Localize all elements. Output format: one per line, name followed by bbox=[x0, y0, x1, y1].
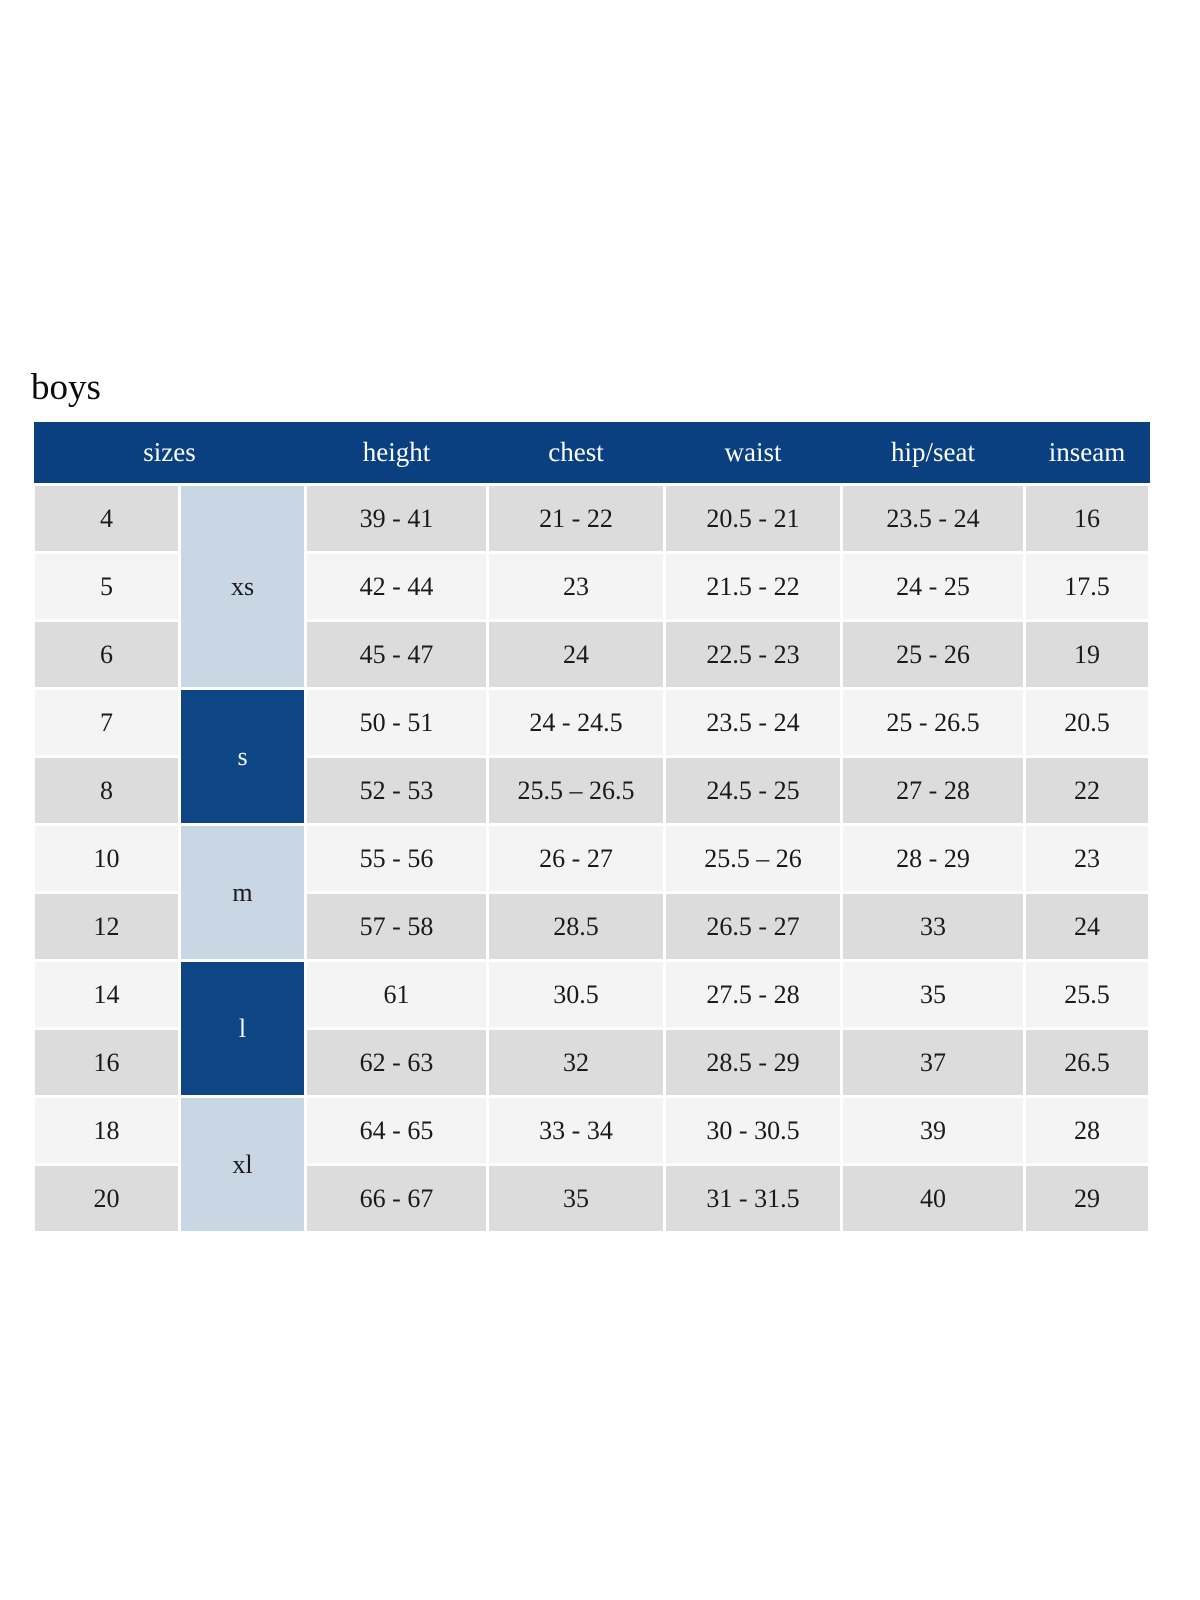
chest-cell: 25.5 – 26.5 bbox=[486, 755, 667, 826]
table-row-size-5: 5 42 - 44 23 21.5 - 22 24 - 25 17.5 bbox=[32, 551, 1152, 622]
size-group-cell-m: m bbox=[177, 823, 308, 962]
chest-cell: 28.5 bbox=[486, 891, 667, 962]
boys-size-chart: sizes height chest waist hip/seat inseam… bbox=[32, 422, 1152, 1234]
table-row-size-10: 10 m 55 - 56 26 - 27 25.5 – 26 28 - 29 2… bbox=[32, 823, 1152, 962]
height-cell: 66 - 67 bbox=[304, 1163, 490, 1234]
table-row-size-4: 4 xs 39 - 41 21 - 22 20.5 - 21 23.5 - 24… bbox=[32, 483, 1152, 690]
hip-seat-cell: 28 - 29 bbox=[840, 823, 1027, 894]
hip-seat-cell: 40 bbox=[840, 1163, 1027, 1234]
size-group-cell-xs: xs bbox=[177, 483, 308, 690]
size-group-cell-l: l bbox=[177, 959, 308, 1098]
inseam-cell: 19 bbox=[1023, 619, 1152, 690]
waist-cell: 25.5 – 26 bbox=[663, 823, 844, 894]
hip-seat-cell: 39 bbox=[840, 1095, 1027, 1166]
waist-cell: 26.5 - 27 bbox=[663, 891, 844, 962]
inseam-cell: 17.5 bbox=[1023, 551, 1152, 622]
inseam-cell: 29 bbox=[1023, 1163, 1152, 1234]
inseam-cell: 22 bbox=[1023, 755, 1152, 826]
waist-cell: 30 - 30.5 bbox=[663, 1095, 844, 1166]
size-number-cell: 7 bbox=[32, 687, 181, 758]
page-title: boys bbox=[31, 367, 101, 408]
chest-cell: 30.5 bbox=[486, 959, 667, 1030]
height-cell: 57 - 58 bbox=[304, 891, 490, 962]
height-cell: 50 - 51 bbox=[304, 687, 490, 758]
height-cell: 45 - 47 bbox=[304, 619, 490, 690]
size-group-cell-s: s bbox=[177, 687, 308, 826]
height-cell: 55 - 56 bbox=[304, 823, 490, 894]
size-group-cell-xl: xl bbox=[177, 1095, 308, 1234]
table-row-size-14: 14 l 61 30.5 27.5 - 28 35 25.5 bbox=[32, 959, 1152, 1098]
col-header-chest: chest bbox=[487, 422, 665, 485]
hip-seat-cell: 25 - 26.5 bbox=[840, 687, 1027, 758]
hip-seat-cell: 24 - 25 bbox=[840, 551, 1027, 622]
chest-cell: 33 - 34 bbox=[486, 1095, 667, 1166]
waist-cell: 31 - 31.5 bbox=[663, 1163, 844, 1234]
header-row: sizes height chest waist hip/seat inseam bbox=[33, 422, 1150, 485]
hip-seat-cell: 33 bbox=[840, 891, 1027, 962]
hip-seat-cell: 27 - 28 bbox=[840, 755, 1027, 826]
height-cell: 52 - 53 bbox=[304, 755, 490, 826]
chest-cell: 21 - 22 bbox=[486, 483, 667, 554]
col-header-height: height bbox=[305, 422, 488, 485]
chest-cell: 35 bbox=[486, 1163, 667, 1234]
col-header-hip-seat: hip/seat bbox=[841, 422, 1025, 485]
size-number-cell: 20 bbox=[32, 1163, 181, 1234]
hip-seat-cell: 37 bbox=[840, 1027, 1027, 1098]
waist-cell: 23.5 - 24 bbox=[663, 687, 844, 758]
size-number-cell: 4 bbox=[32, 483, 181, 554]
chest-cell: 26 - 27 bbox=[486, 823, 667, 894]
table-row-size-7: 7 s 50 - 51 24 - 24.5 23.5 - 24 25 - 26.… bbox=[32, 687, 1152, 826]
inseam-cell: 24 bbox=[1023, 891, 1152, 962]
waist-cell: 27.5 - 28 bbox=[663, 959, 844, 1030]
height-cell: 61 bbox=[304, 959, 490, 1030]
waist-cell: 22.5 - 23 bbox=[663, 619, 844, 690]
chest-cell: 24 bbox=[486, 619, 667, 690]
table-row-size-16: 16 62 - 63 32 28.5 - 29 37 26.5 bbox=[32, 1027, 1152, 1098]
waist-cell: 24.5 - 25 bbox=[663, 755, 844, 826]
table-row-size-6: 6 45 - 47 24 22.5 - 23 25 - 26 19 bbox=[32, 619, 1152, 690]
chest-cell: 32 bbox=[486, 1027, 667, 1098]
size-number-cell: 14 bbox=[32, 959, 181, 1030]
hip-seat-cell: 23.5 - 24 bbox=[840, 483, 1027, 554]
chest-cell: 23 bbox=[486, 551, 667, 622]
table-row-size-20: 20 66 - 67 35 31 - 31.5 40 29 bbox=[32, 1163, 1152, 1234]
size-number-cell: 10 bbox=[32, 823, 181, 894]
chest-cell: 24 - 24.5 bbox=[486, 687, 667, 758]
col-header-sizes: sizes bbox=[33, 422, 306, 485]
inseam-cell: 25.5 bbox=[1023, 959, 1152, 1030]
col-header-inseam: inseam bbox=[1024, 422, 1150, 485]
col-header-waist: waist bbox=[664, 422, 842, 485]
table-row-size-12: 12 57 - 58 28.5 26.5 - 27 33 24 bbox=[32, 891, 1152, 962]
waist-cell: 28.5 - 29 bbox=[663, 1027, 844, 1098]
inseam-cell: 20.5 bbox=[1023, 687, 1152, 758]
size-number-cell: 16 bbox=[32, 1027, 181, 1098]
table-row-size-18: 18 xl 64 - 65 33 - 34 30 - 30.5 39 28 bbox=[32, 1095, 1152, 1234]
size-number-cell: 5 bbox=[32, 551, 181, 622]
height-cell: 42 - 44 bbox=[304, 551, 490, 622]
inseam-cell: 23 bbox=[1023, 823, 1152, 894]
inseam-cell: 16 bbox=[1023, 483, 1152, 554]
inseam-cell: 26.5 bbox=[1023, 1027, 1152, 1098]
size-number-cell: 12 bbox=[32, 891, 181, 962]
height-cell: 62 - 63 bbox=[304, 1027, 490, 1098]
waist-cell: 20.5 - 21 bbox=[663, 483, 844, 554]
inseam-cell: 28 bbox=[1023, 1095, 1152, 1166]
hip-seat-cell: 35 bbox=[840, 959, 1027, 1030]
hip-seat-cell: 25 - 26 bbox=[840, 619, 1027, 690]
table-row-size-8: 8 52 - 53 25.5 – 26.5 24.5 - 25 27 - 28 … bbox=[32, 755, 1152, 826]
size-number-cell: 8 bbox=[32, 755, 181, 826]
size-number-cell: 6 bbox=[32, 619, 181, 690]
waist-cell: 21.5 - 22 bbox=[663, 551, 844, 622]
height-cell: 64 - 65 bbox=[304, 1095, 490, 1166]
height-cell: 39 - 41 bbox=[304, 483, 490, 554]
size-number-cell: 18 bbox=[32, 1095, 181, 1166]
